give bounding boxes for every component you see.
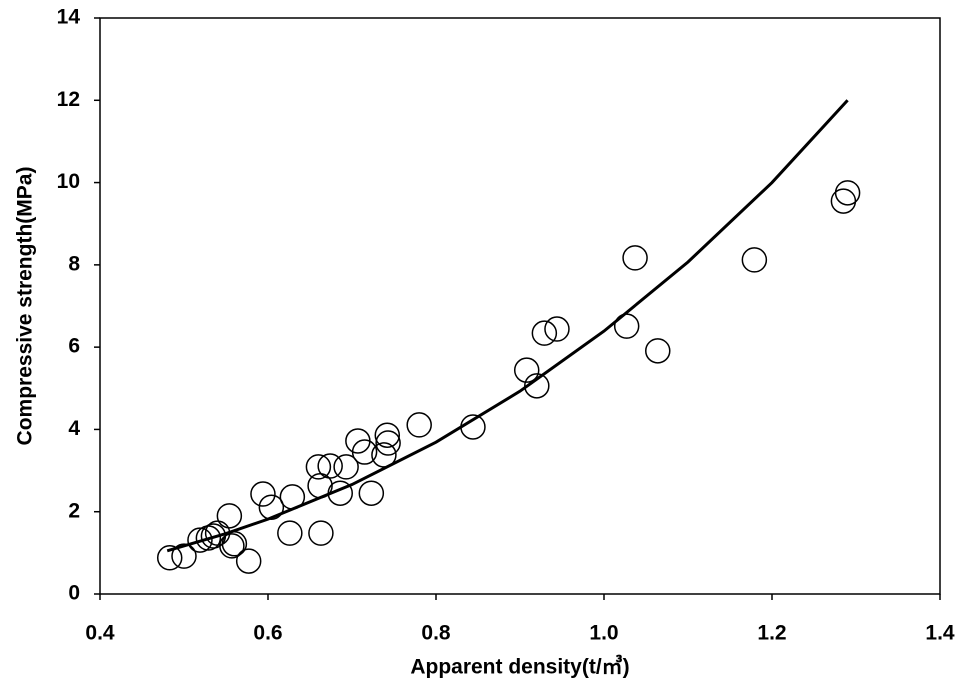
x-tick-label: 1.4: [925, 622, 955, 645]
data-point: [219, 533, 245, 559]
y-tick-label: 14: [57, 6, 81, 29]
data-point: [235, 548, 262, 574]
x-tick-label: 0.4: [85, 622, 115, 645]
data-point: [741, 247, 768, 273]
data-point: [216, 503, 243, 529]
data-point: [317, 453, 343, 479]
y-tick-label: 2: [68, 499, 80, 522]
data-point: [333, 454, 359, 480]
y-tick-label: 4: [68, 417, 80, 440]
data-point: [645, 338, 671, 364]
y-tick-label: 0: [68, 582, 80, 605]
data-point: [305, 454, 332, 480]
data-point: [351, 439, 378, 465]
data-point: [406, 412, 432, 438]
data-point: [156, 545, 183, 571]
data-point: [308, 520, 334, 546]
data-point: [513, 357, 540, 383]
data-point: [622, 245, 648, 271]
data-point: [375, 430, 401, 456]
data-point: [345, 428, 371, 454]
plot-frame: [99, 17, 941, 595]
data-point: [374, 422, 401, 448]
data-point: [358, 480, 385, 506]
data-point: [277, 520, 303, 546]
data-point: [544, 316, 570, 342]
x-tick-label: 0.8: [421, 622, 451, 645]
x-tick-label: 1.0: [589, 622, 618, 645]
x-tick-label: 0.6: [253, 622, 282, 645]
y-tick-label: 6: [68, 335, 80, 358]
y-tick-label: 12: [57, 88, 80, 111]
y-tick-label: 8: [68, 252, 80, 275]
data-point: [171, 543, 197, 569]
data-point: [531, 320, 558, 346]
x-axis-title: Apparent density(t/㎥): [410, 655, 629, 679]
data-point: [187, 527, 213, 553]
data-point: [221, 531, 248, 557]
data-point: [250, 481, 276, 507]
y-axis-title: Compressive strength(MPa): [14, 167, 37, 446]
data-point: [834, 180, 861, 206]
x-tick-label: 1.2: [757, 622, 786, 645]
data-point: [524, 373, 550, 399]
y-tick-label: 10: [57, 170, 80, 193]
fit-line: [166, 99, 849, 553]
